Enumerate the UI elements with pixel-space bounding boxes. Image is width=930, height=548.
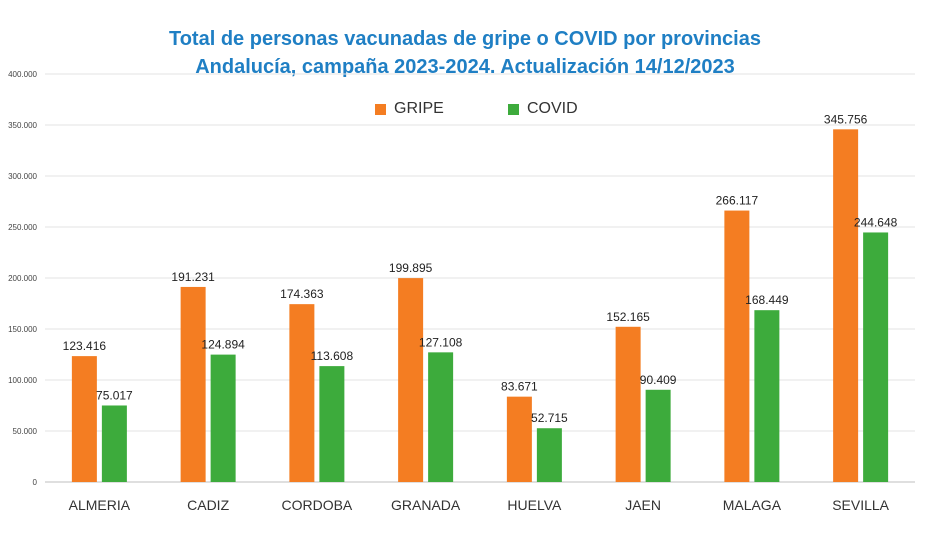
bar-gripe xyxy=(180,286,206,482)
bar-covid xyxy=(754,310,780,482)
bar-gripe xyxy=(71,356,97,482)
bar-gripe xyxy=(289,304,315,482)
data-label: 191.231 xyxy=(171,270,215,284)
x-tick-label: HUELVA xyxy=(507,497,562,513)
x-tick-label: MALAGA xyxy=(723,497,782,513)
chart-title: Total de personas vacunadas de gripe o C… xyxy=(168,28,761,50)
data-label: 75.017 xyxy=(96,388,133,402)
bar-gripe xyxy=(398,278,424,482)
bar-covid xyxy=(210,354,236,482)
legend-gripe: GRIPE xyxy=(375,100,444,118)
data-label: 266.117 xyxy=(716,194,759,208)
bar-covid xyxy=(101,405,127,482)
y-tick-label: 200.000 xyxy=(8,274,37,283)
legend-covid: COVID xyxy=(508,100,578,118)
bar-covid xyxy=(645,389,671,482)
bar-gripe xyxy=(724,210,750,482)
data-label: 152.165 xyxy=(606,310,650,324)
bar-gripe xyxy=(506,396,532,482)
y-tick-label: 250.000 xyxy=(8,223,37,232)
y-tick-label: 0 xyxy=(33,478,38,487)
y-tick-label: 300.000 xyxy=(8,172,37,181)
data-label: 168.449 xyxy=(745,293,789,307)
y-tick-label: 100.000 xyxy=(8,376,37,385)
legend-gripe-swatch xyxy=(375,103,386,115)
bar-covid xyxy=(536,428,562,482)
legend-covid-swatch xyxy=(508,103,519,115)
bar-covid xyxy=(428,352,454,482)
data-label: 83.671 xyxy=(501,380,538,394)
x-tick-label: CORDOBA xyxy=(281,497,352,513)
y-tick-label: 50.000 xyxy=(13,427,38,436)
data-label: 113.608 xyxy=(311,349,354,363)
data-label: 52.715 xyxy=(531,411,568,425)
data-label: 127.108 xyxy=(419,335,463,349)
legend-covid-label: COVID xyxy=(527,100,578,117)
bar-gripe xyxy=(615,326,641,482)
y-tick-label: 150.000 xyxy=(8,325,37,334)
data-label: 199.895 xyxy=(389,261,433,275)
y-tick-label: 400.000 xyxy=(8,70,37,79)
x-tick-label: ALMERIA xyxy=(69,497,131,513)
data-label: 345.756 xyxy=(824,112,868,126)
data-label: 124.894 xyxy=(201,338,245,352)
y-tick-label: 350.000 xyxy=(8,121,37,130)
legend-gripe-label: GRIPE xyxy=(394,100,444,117)
bar-gripe xyxy=(833,129,859,483)
data-label: 174.363 xyxy=(280,287,324,301)
x-tick-label: GRANADA xyxy=(391,497,461,513)
x-tick-label: JAEN xyxy=(625,497,661,513)
bar-covid xyxy=(319,366,345,482)
chart-subtitle: Andalucía, campaña 2023-2024. Actualizac… xyxy=(195,56,735,78)
bar-covid xyxy=(863,232,889,482)
x-tick-label: SEVILLA xyxy=(832,497,889,513)
data-label: 90.409 xyxy=(640,373,677,387)
x-tick-label: CADIZ xyxy=(187,497,229,513)
data-label: 123.416 xyxy=(63,339,107,353)
data-label: 244.648 xyxy=(854,215,898,229)
